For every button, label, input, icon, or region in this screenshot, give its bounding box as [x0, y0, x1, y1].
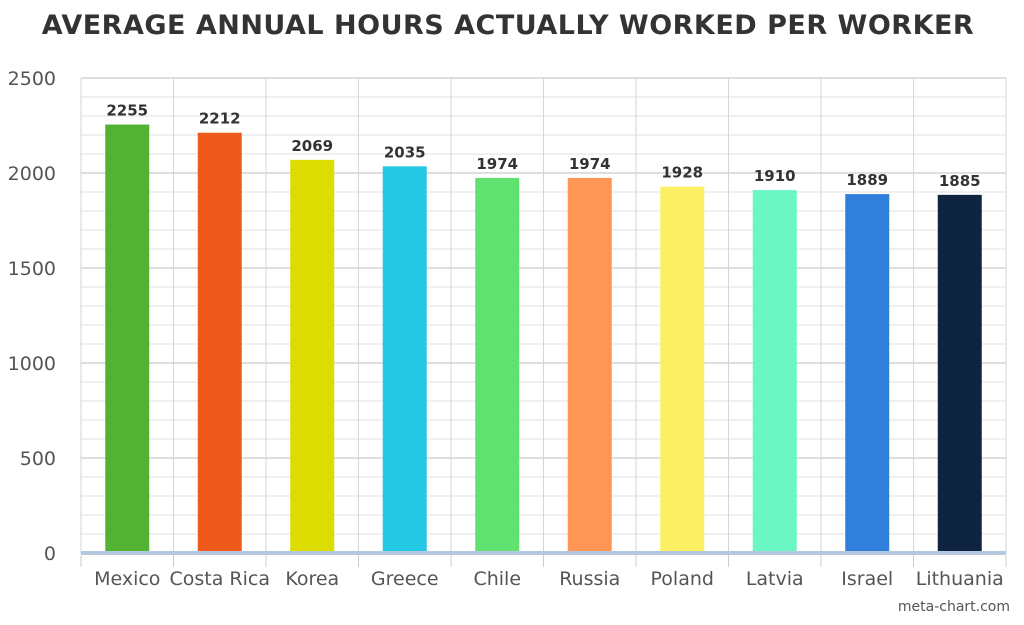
x-tick-label: Latvia [746, 568, 804, 590]
bar-chile [475, 177, 520, 553]
y-tick-label: 1000 [8, 353, 56, 375]
data-label: 1889 [846, 171, 888, 189]
data-label: 1928 [661, 164, 703, 182]
labels: 0 500 1000 1500 2000 2500 2255 Mexico 2212 Costa … [8, 68, 1004, 590]
bar-costa-rica [197, 132, 242, 553]
bar-korea [290, 159, 335, 553]
x-tick-label: Chile [473, 568, 521, 590]
bar-russia [567, 177, 612, 553]
y-tick-label: 1500 [8, 258, 56, 280]
bar-latvia [752, 190, 797, 553]
y-tick-label: 2500 [8, 68, 56, 90]
data-label: 2069 [291, 137, 333, 155]
credit-text: meta-chart.com [897, 599, 1010, 615]
chart-title: AVERAGE ANNUAL HOURS ACTUALLY WORKED PER… [41, 10, 975, 41]
x-tick-label: Israel [841, 568, 893, 590]
bar-mexico [105, 124, 150, 554]
x-tick-label: Korea [285, 568, 339, 590]
x-tick-label: Greece [371, 568, 439, 590]
bar-lithuania [937, 194, 982, 553]
y-tick-label: 500 [20, 448, 56, 470]
data-label: 2035 [384, 143, 426, 161]
axes [80, 551, 1007, 567]
data-label: 1885 [939, 172, 981, 190]
data-label: 2255 [106, 102, 148, 120]
data-label: 1974 [476, 155, 518, 173]
x-tick-label: Costa Rica [170, 568, 271, 590]
bar-greece [382, 166, 427, 553]
y-tick-label: 0 [44, 543, 56, 565]
data-label: 2212 [199, 110, 241, 128]
data-label: 1974 [569, 155, 611, 173]
x-tick-label: Mexico [94, 568, 160, 590]
x-axis-line [81, 551, 1006, 555]
data-label: 1910 [754, 167, 796, 185]
x-tick-label: Lithuania [916, 568, 1004, 590]
bar-israel [845, 194, 890, 553]
bar-poland [660, 186, 705, 553]
x-tick-label: Poland [651, 568, 714, 590]
bars [105, 124, 982, 554]
y-tick-label: 2000 [8, 163, 56, 185]
x-tick-label: Russia [559, 568, 620, 590]
